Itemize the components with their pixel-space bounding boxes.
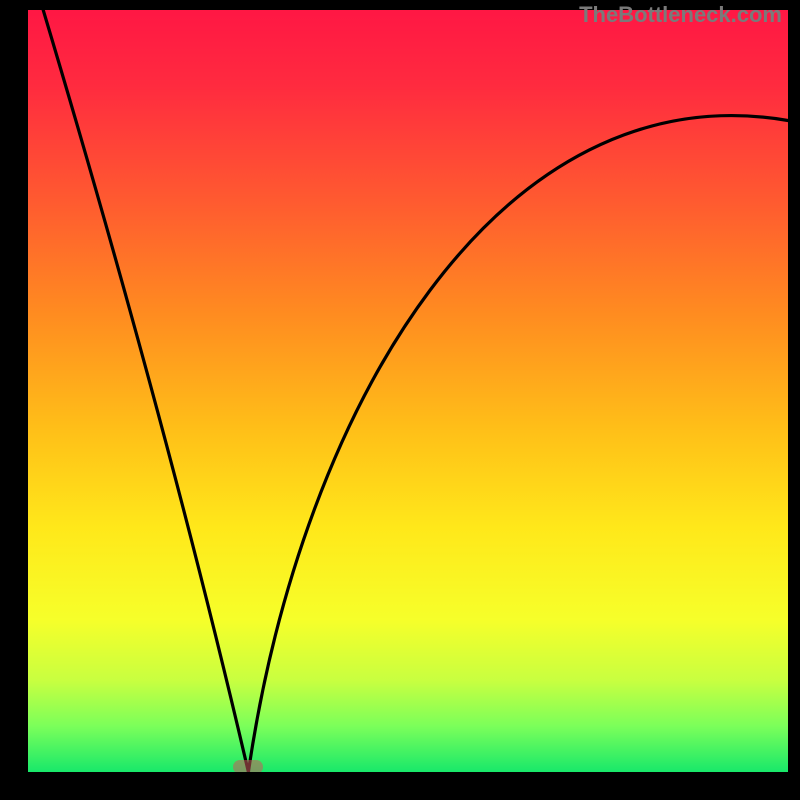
watermark-text: TheBottleneck.com <box>579 2 782 28</box>
optimum-marker <box>233 760 263 772</box>
plot-area <box>28 10 788 772</box>
curve-path <box>43 10 788 772</box>
bottleneck-curve <box>28 10 788 772</box>
